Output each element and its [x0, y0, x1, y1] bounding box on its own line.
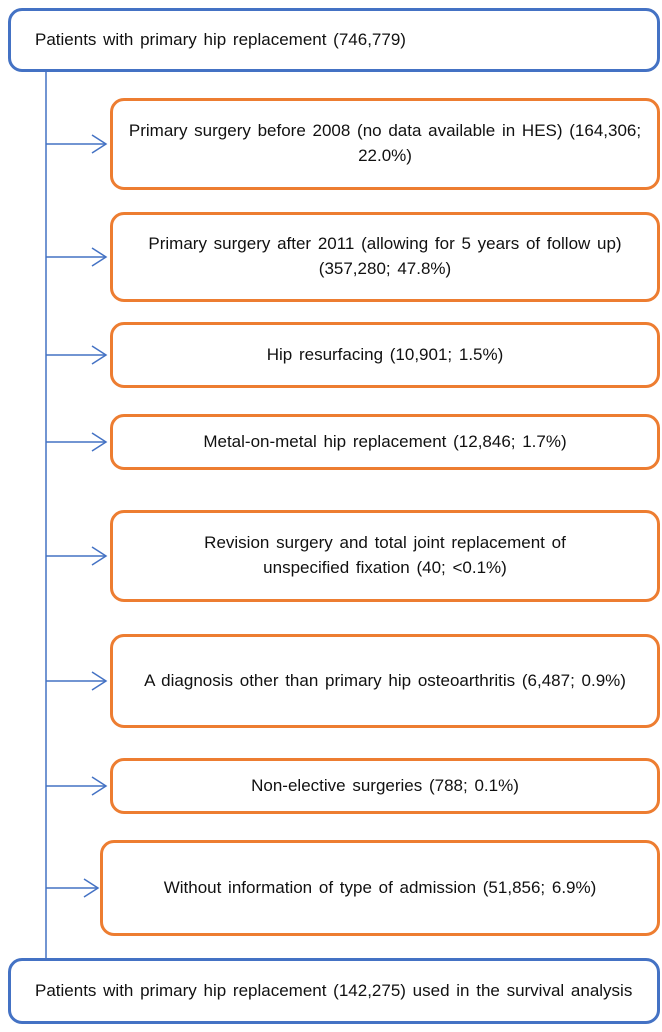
exclusion-box: Primary surgery after 2011 (allowing for…	[110, 212, 660, 302]
arrow	[46, 432, 108, 452]
arrow	[46, 134, 108, 154]
exclusion-box: A diagnosis other than primary hip osteo…	[110, 634, 660, 728]
arrow	[46, 878, 100, 898]
source-box: Patients with primary hip replacement (7…	[8, 8, 660, 72]
exclusion-box: Without information of type of admission…	[100, 840, 660, 936]
exclusion-box: Hip resurfacing (10,901; 1.5%)	[110, 322, 660, 388]
arrow	[46, 247, 108, 267]
exclusion-box: Primary surgery before 2008 (no data ava…	[110, 98, 660, 190]
arrow	[46, 671, 108, 691]
result-box: Patients with primary hip replacement (1…	[8, 958, 660, 1024]
exclusion-box: Metal-on-metal hip replacement (12,846; …	[110, 414, 660, 470]
arrow	[46, 776, 108, 796]
arrow	[46, 345, 108, 365]
exclusion-box: Revision surgery and total joint replace…	[110, 510, 660, 602]
exclusion-box: Non-elective surgeries (788; 0.1%)	[110, 758, 660, 814]
arrow	[46, 546, 108, 566]
